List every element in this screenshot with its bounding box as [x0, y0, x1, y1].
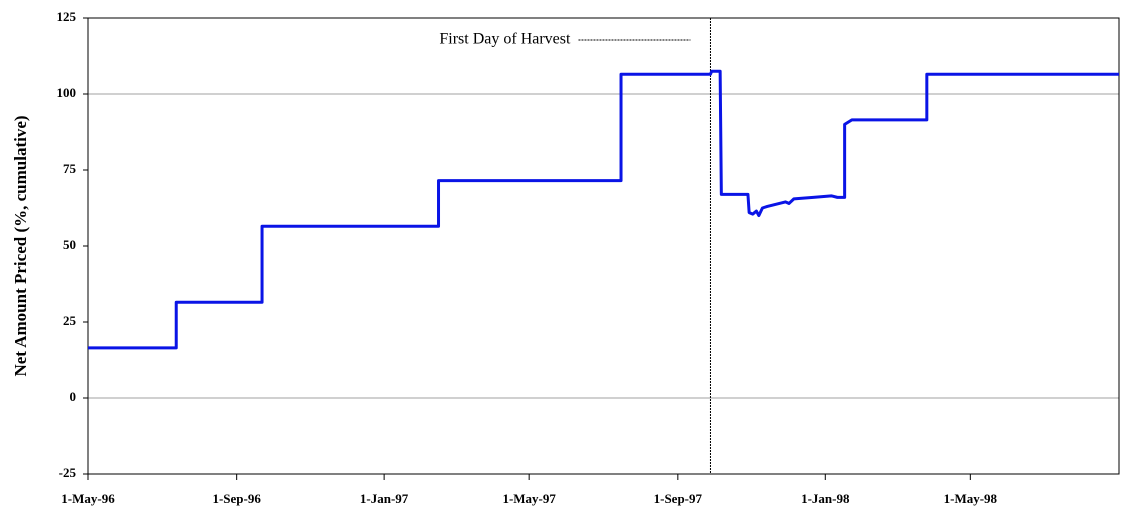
x-tick-label: 1-Jan-97 — [360, 491, 409, 506]
x-tick-label: 1-May-97 — [502, 491, 556, 506]
x-tick-label: 1-Sep-96 — [212, 491, 261, 506]
y-tick-label: 50 — [63, 237, 76, 252]
x-tick-label: 1-May-98 — [944, 491, 998, 506]
y-axis-label: Net Amount Priced (%, cumulative) — [11, 115, 30, 376]
y-tick-label: 75 — [63, 161, 77, 176]
y-tick-label: 100 — [57, 85, 77, 100]
series-line — [88, 69, 1119, 350]
x-tick-label: 1-May-96 — [61, 491, 115, 506]
plot-frame — [87, 17, 1120, 475]
y-tick-label: 0 — [70, 389, 77, 404]
y-tick-label: 25 — [63, 313, 77, 328]
x-tick-label: 1-Jan-98 — [801, 491, 850, 506]
y-tick-label: -25 — [59, 465, 77, 480]
y-tick-label: 125 — [57, 9, 77, 24]
legend-label: First Day of Harvest — [439, 31, 571, 48]
x-tick-label: 1-Sep-97 — [654, 491, 703, 506]
